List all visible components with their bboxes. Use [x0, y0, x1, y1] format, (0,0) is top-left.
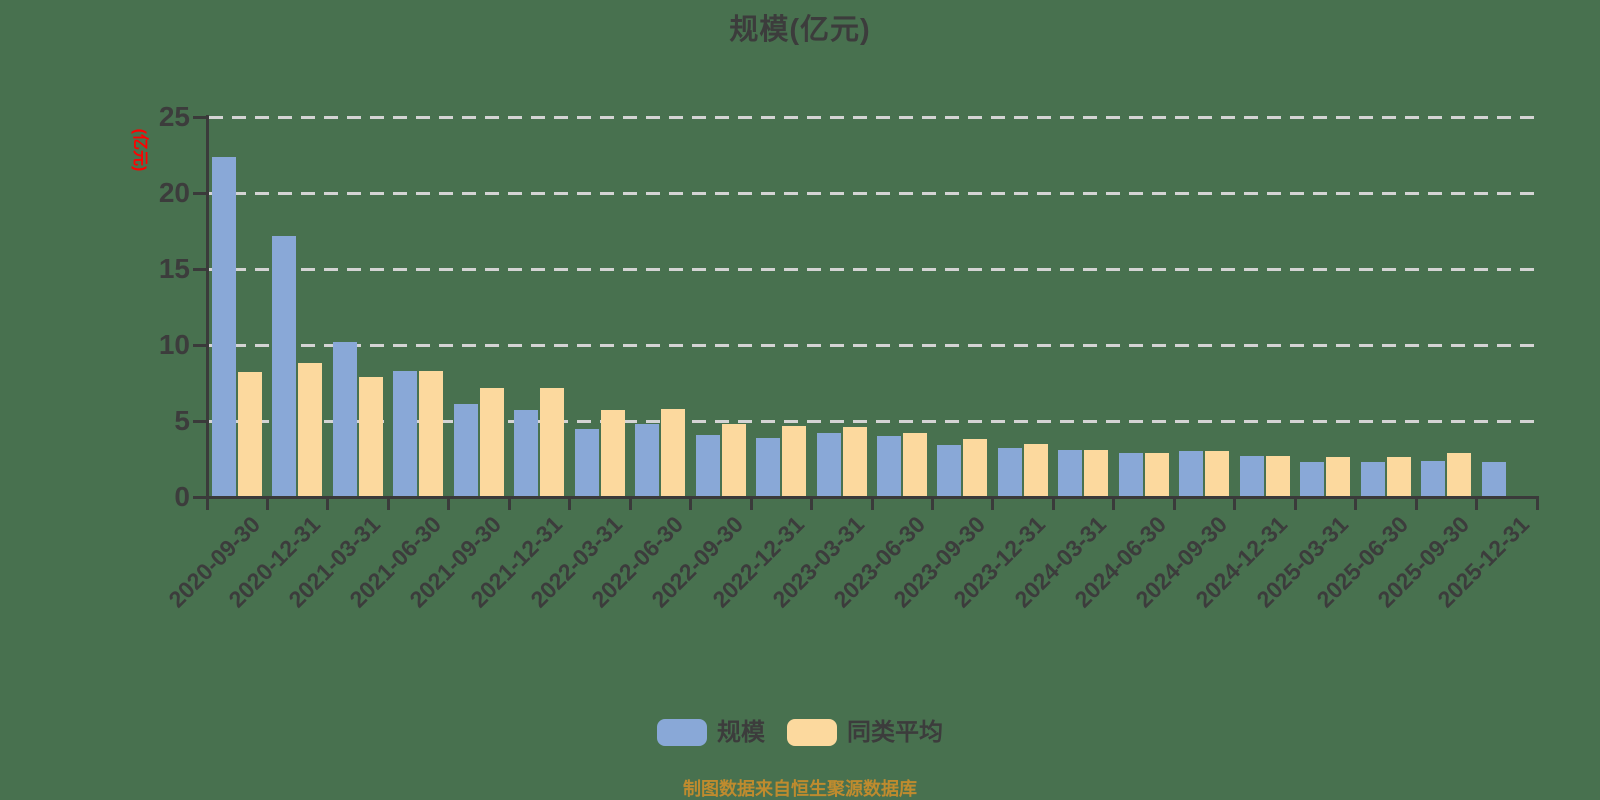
x-axis-tick-8 [689, 497, 693, 510]
x-axis-tick-4 [447, 497, 451, 510]
data-source-note: 制图数据来自恒生聚源数据库 [683, 779, 917, 799]
gridline-25 [209, 115, 1537, 119]
x-axis-tick-11 [870, 497, 874, 510]
bar-peer-avg-2021-06-30 [419, 370, 444, 497]
x-axis-tick-22 [1535, 497, 1539, 510]
bar-scale-2020-09-30 [212, 156, 236, 497]
x-axis-tick-19 [1354, 497, 1358, 510]
chart-title: 规模(亿元) [729, 14, 871, 46]
y-axis-label-5: 5 [174, 405, 190, 436]
bar-peer-avg-2023-12-31 [1023, 443, 1048, 497]
bar-scale-2022-09-30 [695, 434, 720, 497]
bar-scale-2021-03-31 [332, 341, 357, 497]
x-axis-tick-20 [1414, 497, 1418, 510]
y-axis-label-0: 0 [174, 481, 190, 512]
legend-label-scale: 规模 [717, 719, 765, 746]
bar-scale-2024-09-30 [1179, 451, 1204, 497]
bar-peer-avg-2022-06-30 [661, 408, 686, 497]
x-axis-tick-1 [265, 497, 269, 510]
bar-scale-2023-12-31 [997, 448, 1022, 497]
bar-peer-avg-2020-09-30 [238, 372, 262, 497]
bar-scale-2024-12-31 [1239, 455, 1264, 497]
bar-peer-avg-2025-09-30 [1447, 452, 1472, 497]
gridline-10 [209, 343, 1537, 347]
bar-scale-2025-09-30 [1421, 460, 1446, 497]
bar-peer-avg-2021-03-31 [358, 376, 383, 497]
x-axis-tick-12 [930, 497, 934, 510]
x-axis-tick-6 [568, 497, 572, 510]
bar-peer-avg-2021-09-30 [479, 387, 504, 497]
x-axis-tick-18 [1293, 497, 1297, 510]
bar-peer-avg-2023-06-30 [903, 433, 927, 497]
x-axis-tick-3 [386, 497, 390, 510]
bar-peer-avg-2024-09-30 [1205, 451, 1230, 497]
legend-swatch-peer-average [787, 719, 837, 746]
x-axis-tick-13 [991, 497, 995, 510]
y-axis-label-15: 15 [158, 253, 190, 284]
x-axis-tick-16 [1172, 497, 1176, 510]
bar-scale-2023-09-30 [937, 445, 962, 497]
bar-scale-2024-06-30 [1118, 452, 1143, 497]
bar-scale-2023-06-30 [877, 436, 901, 497]
x-axis-tick-17 [1233, 497, 1237, 510]
bar-peer-avg-2025-06-30 [1386, 457, 1411, 497]
x-axis-tick-0 [205, 497, 209, 510]
bar-scale-2025-12-31 [1481, 462, 1506, 497]
bar-peer-avg-2022-09-30 [721, 424, 746, 497]
x-axis-tick-15 [1112, 497, 1116, 510]
legend: 规模 同类平均 [0, 719, 1600, 746]
bar-peer-avg-2025-03-31 [1326, 457, 1351, 497]
x-axis-tick-14 [1051, 497, 1055, 510]
bar-peer-avg-2021-12-31 [540, 387, 565, 497]
y-axis-label-20: 20 [158, 177, 190, 208]
bar-scale-2021-06-30 [393, 370, 418, 497]
y-axis-tick-20 [193, 191, 207, 195]
x-axis-tick-9 [749, 497, 753, 510]
y-axis-label-10: 10 [158, 329, 190, 360]
y-axis-label-25: 25 [158, 101, 190, 132]
bar-peer-avg-2024-12-31 [1265, 455, 1290, 497]
bar-scale-2021-09-30 [453, 404, 478, 497]
legend-label-peer-average: 同类平均 [847, 719, 943, 746]
bar-peer-avg-2024-03-31 [1084, 449, 1109, 497]
bar-peer-avg-2023-03-31 [842, 427, 867, 497]
bar-scale-2024-03-31 [1058, 449, 1083, 497]
bar-peer-avg-2023-09-30 [963, 439, 988, 497]
bar-scale-2021-12-31 [514, 410, 539, 497]
x-axis-tick-2 [326, 497, 330, 510]
bar-peer-avg-2022-03-31 [600, 410, 625, 497]
gridline-15 [209, 267, 1537, 271]
gridline-5 [209, 419, 1537, 423]
bar-scale-2023-03-31 [816, 433, 841, 497]
bar-peer-avg-2024-06-30 [1144, 452, 1169, 497]
y-axis-tick-15 [193, 267, 207, 271]
bar-scale-2025-03-31 [1300, 462, 1325, 497]
bar-scale-2022-06-30 [635, 424, 660, 497]
y-axis-tick-5 [193, 419, 207, 423]
bar-scale-2020-12-31 [272, 235, 297, 497]
bar-scale-2022-12-31 [756, 437, 781, 497]
legend-item-peer-average[interactable]: 同类平均 [787, 719, 943, 746]
y-axis-tick-0 [193, 495, 207, 499]
y-axis-line [205, 115, 209, 499]
legend-item-scale[interactable]: 规模 [657, 719, 765, 746]
x-axis-tick-7 [628, 497, 632, 510]
legend-swatch-scale [657, 719, 707, 746]
bar-scale-2025-06-30 [1360, 462, 1385, 497]
bar-scale-2022-03-31 [574, 428, 599, 497]
x-axis-tick-10 [810, 497, 814, 510]
bar-peer-avg-2020-12-31 [298, 363, 323, 497]
y-axis-tick-25 [193, 115, 207, 119]
gridline-20 [209, 191, 1537, 195]
bar-peer-avg-2022-12-31 [782, 425, 807, 497]
x-axis-tick-21 [1475, 497, 1479, 510]
y-axis-tick-10 [193, 343, 207, 347]
x-axis-tick-5 [507, 497, 511, 510]
